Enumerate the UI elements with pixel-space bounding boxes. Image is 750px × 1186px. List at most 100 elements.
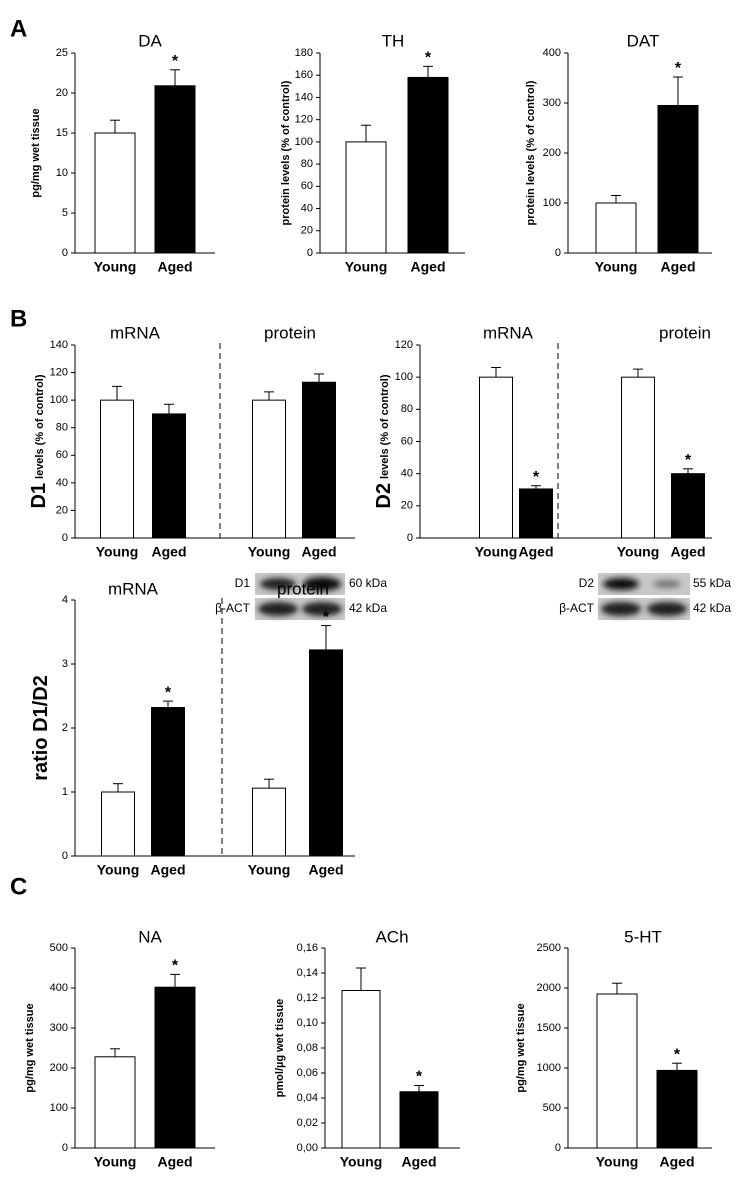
y-axis-label-main: D2 [373,483,395,509]
y-axis-label: protein levels (% of control) [525,80,537,225]
y-axis-label-sub: levels (% of control) [379,374,391,479]
y-tick-label: 0,00 [297,1142,318,1154]
x-tick-label: Aged [151,862,186,878]
y-tick-label: 10 [56,167,68,179]
y-tick-label: 300 [50,1022,68,1034]
significance: * [172,53,179,70]
y-axis-label-sub: protein levels (% of control) [525,80,537,225]
blot-d1: D1 60 kDa β-ACT 42 kDa [215,573,387,620]
y-tick-label: 120 [50,366,68,378]
x-tick-label: Aged [402,1154,437,1170]
y-tick-label: 20 [56,504,68,516]
significance: * [674,1046,681,1063]
bar [345,141,387,254]
y-tick-label: 1 [62,786,68,798]
panel-label: A [10,15,27,42]
significance: * [675,60,682,77]
significance: * [323,609,330,626]
y-axis-label-sub: protein levels (% of control) [280,80,292,225]
y-axis-label-main: D1 [28,483,50,509]
x-tick-label: Young [340,1154,383,1170]
y-tick-label: 20 [301,225,313,237]
y-axis-label-sub: pg/mg wet tissue [24,1003,36,1092]
y-tick-label: 120 [395,339,413,351]
chart-title: ACh [375,927,408,946]
x-tick-label: Young [248,862,291,878]
y-tick-label: 2 [62,722,68,734]
x-tick-label: Aged [152,544,187,560]
y-tick-label: 400 [50,982,68,994]
y-tick-label: 80 [301,158,313,170]
blot-size: 42 kDa [693,601,731,615]
x-tick-label: Young [94,1154,137,1170]
y-tick-label: 140 [295,91,313,103]
bar [252,787,286,857]
bar [252,399,286,539]
y-tick-label: 0,10 [297,1017,318,1029]
y-tick-label: 80 [401,403,413,415]
bar [657,105,699,254]
y-tick-label: 200 [50,1062,68,1074]
y-axis-label-main: ratio D1/D2 [30,675,52,781]
blot-band [601,602,641,616]
y-tick-label: 60 [56,449,68,461]
y-tick-label: 80 [56,422,68,434]
bar [101,791,135,857]
bar [341,990,381,1149]
y-axis-label-sub: levels (% of control) [34,374,46,479]
y-tick-label: 20 [401,500,413,512]
y-tick-label: 1000 [537,1062,561,1074]
x-tick-label: Young [96,544,139,560]
y-tick-label: 0 [307,247,313,259]
y-tick-label: 100 [50,394,68,406]
y-axis-label-sub: pg/mg wet tissue [30,108,42,197]
chart-title: mRNA [110,323,161,342]
x-tick-label: Young [345,259,388,275]
chart-title: protein [264,323,316,342]
y-tick-label: 180 [295,47,313,59]
x-tick-label: Aged [309,862,344,878]
chart-title: 5-HT [624,927,662,946]
y-tick-label: 2500 [537,942,561,954]
blot-band [603,578,639,590]
y-tick-label: 0,14 [297,967,318,979]
chart-title: mRNA [108,579,159,598]
significance: * [685,452,692,469]
bar [151,707,185,857]
bar [671,473,705,539]
blot-d2: D2 55 kDa β-ACT 42 kDa [559,573,731,620]
bar [154,986,196,1149]
blot-band [258,602,298,616]
chart-title: TH [382,31,405,50]
y-tick-label: 0,08 [297,1042,318,1054]
blot-size: 60 kDa [349,576,387,590]
blot-size: 55 kDa [693,576,731,590]
significance: * [533,469,540,486]
y-tick-label: 100 [543,197,561,209]
bar [595,202,637,254]
bar [309,649,343,857]
y-tick-label: 160 [295,69,313,81]
y-tick-label: 0 [555,247,561,259]
y-tick-label: 60 [401,435,413,447]
y-tick-label: 0 [62,532,68,544]
x-tick-label: Young [617,544,660,560]
bar [407,76,449,254]
y-axis-label: pmol/µg wet tissue [274,999,286,1098]
y-axis-label: pg/mg wet tissue [24,1003,36,1092]
y-tick-label: 0,04 [297,1092,318,1104]
chart-title: protein [277,579,329,598]
y-tick-label: 4 [62,594,68,606]
x-tick-label: Aged [660,1154,695,1170]
y-tick-label: 0 [555,1142,561,1154]
significance: * [425,50,432,67]
y-tick-label: 40 [56,477,68,489]
bar [154,85,196,254]
chart-title: protein [659,323,711,342]
y-tick-label: 500 [543,1102,561,1114]
chart-title: DAT [627,31,660,50]
bar [596,993,638,1149]
x-tick-label: Young [475,544,518,560]
y-tick-label: 0,06 [297,1067,318,1079]
